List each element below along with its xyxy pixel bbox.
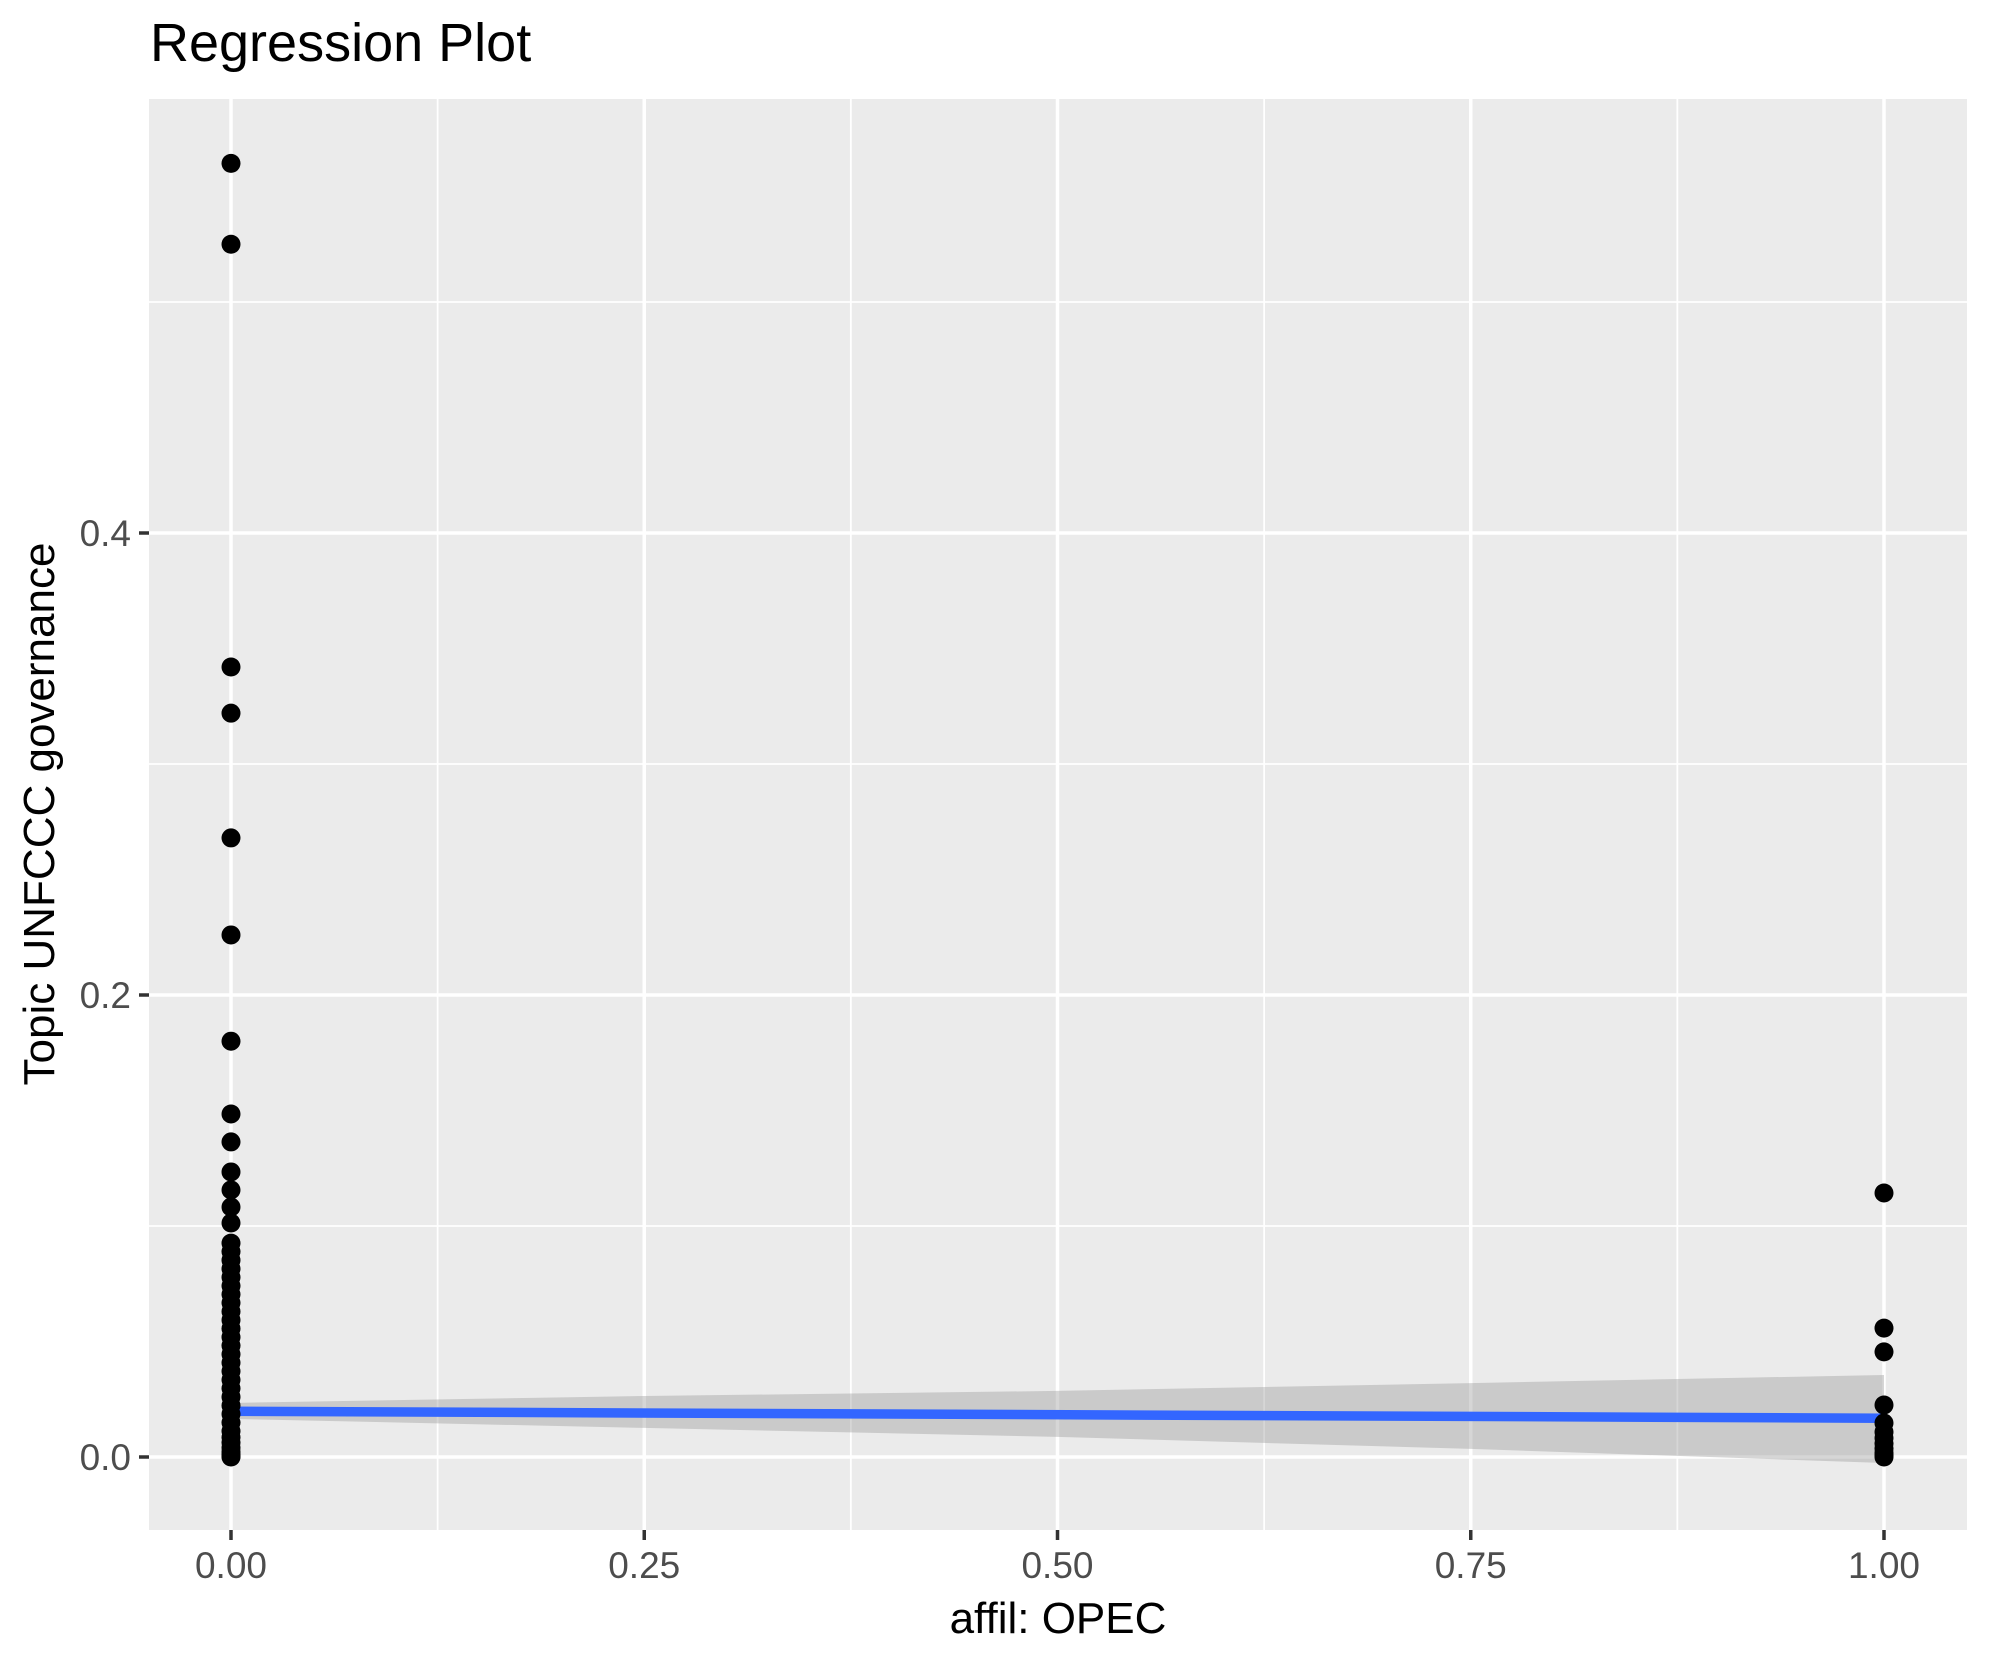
data-point: [221, 234, 241, 254]
data-point: [221, 828, 241, 848]
data-point: [1874, 1342, 1894, 1362]
data-point: [221, 703, 241, 723]
y-axis-title: Topic UNFCCC governance: [15, 542, 64, 1086]
x-tick-label: 0.25: [608, 1545, 680, 1586]
data-point: [221, 657, 241, 677]
regression-line: [230, 1406, 1885, 1423]
plot-title: Regression Plot: [150, 13, 532, 73]
data-point: [221, 1132, 241, 1152]
x-tick-label: 0.00: [195, 1545, 267, 1586]
x-tick-label: 0.50: [1021, 1545, 1093, 1586]
data-point: [221, 1213, 241, 1233]
data-point: [1874, 1447, 1894, 1467]
x-tick-label: 0.75: [1435, 1545, 1507, 1586]
y-tick-label: 0.0: [80, 1437, 131, 1478]
data-point: [221, 1104, 241, 1124]
data-point: [221, 1197, 241, 1217]
x-axis-title: affil: OPEC: [949, 1594, 1167, 1643]
data-point: [221, 153, 241, 173]
geom-layer: [221, 153, 1894, 1467]
data-point: [1874, 1395, 1894, 1415]
x-tick-label: 1.00: [1848, 1545, 1920, 1586]
y-tick-label: 0.4: [80, 513, 131, 554]
data-point: [221, 1447, 241, 1467]
data-point: [1874, 1318, 1894, 1338]
data-point: [221, 1180, 241, 1200]
data-point: [1874, 1183, 1894, 1203]
data-point: [221, 1031, 241, 1051]
data-point: [221, 1162, 241, 1182]
y-tick-label: 0.2: [80, 975, 131, 1016]
data-point: [221, 925, 241, 945]
